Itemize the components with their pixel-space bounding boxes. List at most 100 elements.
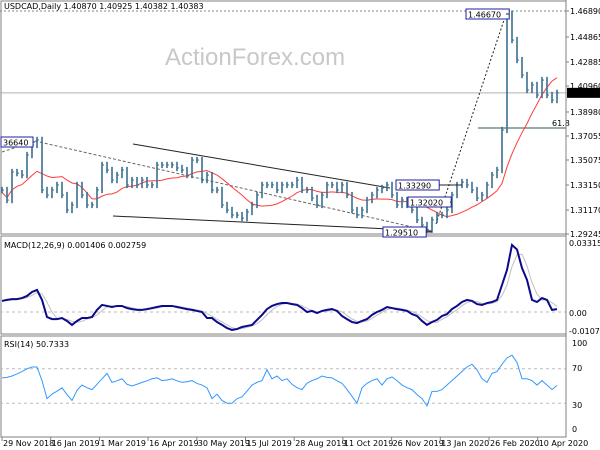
price-bar	[336, 181, 339, 194]
price-tick-label: 1.46890	[570, 7, 600, 16]
price-bar	[486, 181, 489, 199]
price-bar	[41, 136, 44, 194]
price-bar	[451, 191, 454, 214]
price-bar	[301, 176, 304, 194]
price-bar	[196, 156, 199, 164]
price-bar	[21, 169, 24, 179]
price-bar	[311, 186, 314, 202]
price-bar	[26, 151, 29, 179]
date-tick-label: 11 Oct 2019	[344, 439, 393, 448]
price-bar	[96, 186, 99, 209]
price-tick-label: 1.35075	[570, 156, 600, 165]
price-bar	[416, 206, 419, 224]
price-tick-label: 1.31170	[570, 206, 600, 215]
date-tick-label: 13 Jan 2020	[441, 439, 489, 448]
price-bar	[381, 184, 384, 194]
price-bar	[321, 191, 324, 209]
price-bar	[366, 196, 369, 214]
price-bar	[296, 176, 299, 189]
price-bar	[341, 181, 344, 194]
price-bar	[201, 156, 204, 184]
price-bar	[136, 176, 139, 189]
rsi-tick-label: 100	[572, 339, 587, 348]
price-bar	[456, 181, 459, 199]
price-label: 36640	[3, 139, 28, 148]
price-bar	[151, 181, 154, 189]
price-bar	[206, 171, 209, 184]
price-bar	[281, 181, 284, 194]
date-tick-label: 28 Aug 2019	[295, 439, 346, 448]
price-bar	[356, 206, 359, 219]
date-tick-label: 1 Mar 2019	[100, 439, 146, 448]
price-bar	[11, 168, 14, 204]
price-bar	[46, 186, 49, 199]
price-bar	[61, 181, 64, 199]
price-bar	[146, 176, 149, 189]
price-bar	[511, 10, 514, 44]
date-tick-label: 15 Jul 2019	[247, 439, 292, 448]
price-bar	[161, 161, 164, 169]
price-tick-label: 1.44865	[570, 33, 600, 42]
price-bar	[106, 161, 109, 174]
current-price-label: 1.40383	[570, 89, 600, 98]
price-bar	[231, 206, 234, 219]
price-bar	[221, 186, 224, 209]
price-tick-label: 1.40960	[570, 82, 600, 91]
price-bar	[421, 216, 424, 229]
price-bar	[176, 161, 179, 172]
price-label: 1.29510	[385, 229, 418, 238]
price-bar	[171, 161, 174, 169]
price-bar	[286, 181, 289, 189]
ma-line	[1, 77, 558, 218]
price-bar	[331, 181, 334, 189]
date-tick-label: 26 Nov 2019	[393, 439, 444, 448]
rsi-tick-label: 70	[572, 364, 582, 373]
price-annotations: 36640 1.46670 1.33290 1.32020 1.29510 61.8	[0, 8, 570, 238]
date-tick-label: 30 May 2019	[198, 439, 250, 448]
price-bar	[361, 206, 364, 219]
price-bar	[446, 206, 449, 219]
price-bar	[121, 166, 124, 179]
wedge-upper-trendline	[132, 143, 391, 189]
price-bar	[506, 10, 509, 134]
price-bar	[51, 186, 54, 199]
price-bar	[391, 181, 394, 199]
moving-average	[1, 77, 558, 218]
price-bar	[516, 36, 519, 64]
macd-tick-label: 0.033155	[569, 239, 600, 248]
price-bar	[521, 56, 524, 79]
price-bar	[266, 181, 269, 189]
price-bar	[186, 166, 189, 179]
watermark: ActionForex.com	[165, 44, 345, 71]
price-bar	[1, 186, 4, 194]
fib-label: 61.8	[552, 119, 570, 128]
price-bar	[481, 191, 484, 202]
price-bar	[371, 191, 374, 204]
price-bar	[111, 166, 114, 184]
price-bar	[216, 186, 219, 194]
price-bar	[491, 171, 494, 189]
price-bar	[306, 186, 309, 194]
price-bar	[116, 171, 119, 184]
price-tick-label: 1.37055	[570, 132, 600, 141]
current-price-badge	[567, 87, 600, 98]
rsi-tick-label: 0	[572, 425, 577, 434]
price-bar	[91, 201, 94, 209]
rsi-title: RSI(14) 50.7333	[4, 340, 69, 349]
price-bar	[461, 178, 464, 189]
price-label: 1.46670	[468, 11, 501, 20]
date-tick-label: 16 Jan 2019	[52, 439, 100, 448]
price-bar	[101, 161, 104, 194]
price-bar	[441, 211, 444, 219]
date-tick-label: 16 Apr 2019	[149, 439, 198, 448]
price-bar	[56, 181, 59, 194]
price-bar	[386, 181, 389, 192]
price-bar	[181, 164, 184, 174]
price-bar	[471, 181, 474, 194]
price-bar	[256, 191, 259, 209]
price-bar	[236, 211, 239, 219]
price-bar	[211, 171, 214, 194]
price-bar	[16, 168, 19, 177]
rsi-tick-label: 30	[572, 401, 582, 410]
